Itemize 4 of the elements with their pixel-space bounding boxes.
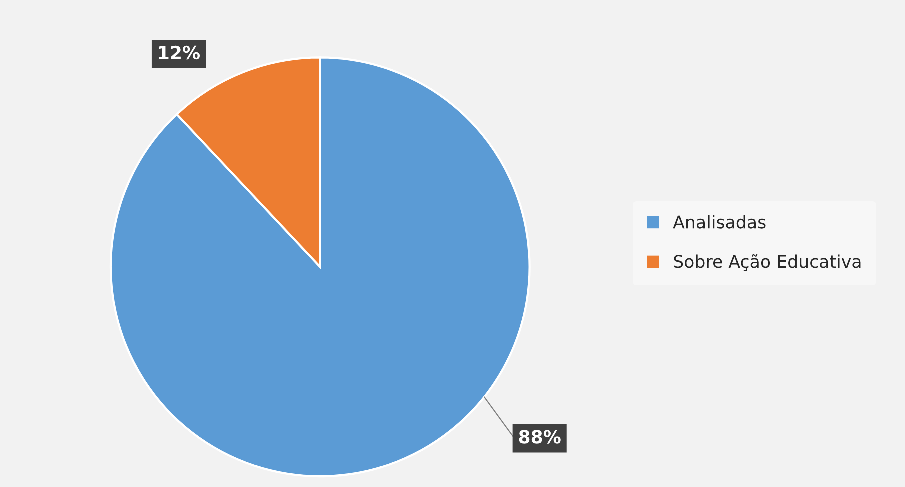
data-label: 88% — [519, 430, 561, 444]
legend-label: Sobre Ação Educativa — [674, 254, 861, 272]
data-label: 12% — [159, 46, 200, 60]
legend-label: Analisadas — [673, 215, 766, 229]
